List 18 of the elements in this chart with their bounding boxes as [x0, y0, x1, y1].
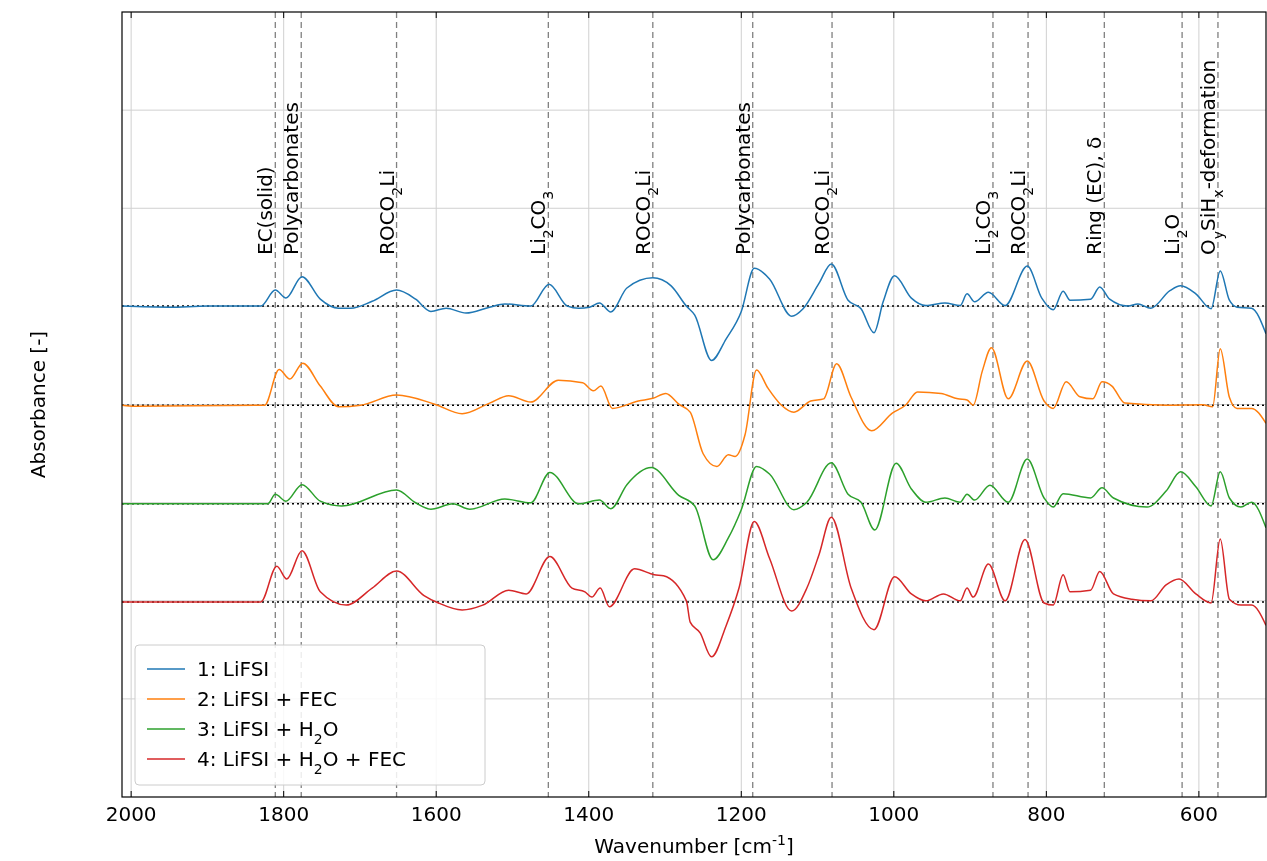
x-tick-label: 600: [1179, 802, 1218, 826]
legend-label: 1: LiFSI: [197, 657, 270, 681]
x-tick-label: 1400: [563, 802, 615, 826]
x-tick-label: 800: [1027, 802, 1066, 826]
x-tick-label: 2000: [105, 802, 157, 826]
legend-label: 4: LiFSI + H$_{2}$O + FEC: [197, 747, 407, 777]
x-tick-label: 1800: [258, 802, 310, 826]
legend-label: 2: LiFSI + FEC: [197, 687, 337, 711]
ref-line-label: Ring (EC), δ: [1082, 136, 1107, 255]
ref-line-label: Polycarbonates: [730, 102, 755, 255]
y-axis-title: Absorbance [-]: [26, 330, 50, 479]
x-axis-title: Wavenumber [cm$^{-1}$]: [594, 832, 794, 858]
ref-line-label: Polycarbonates: [279, 102, 304, 255]
x-tick-label: 1000: [868, 802, 920, 826]
legend-label: 3: LiFSI + H$_{2}$O: [197, 717, 339, 747]
x-tick-label: 1600: [410, 802, 462, 826]
ref-line-label: EC(solid): [253, 166, 278, 255]
x-tick-label: 1200: [715, 802, 767, 826]
